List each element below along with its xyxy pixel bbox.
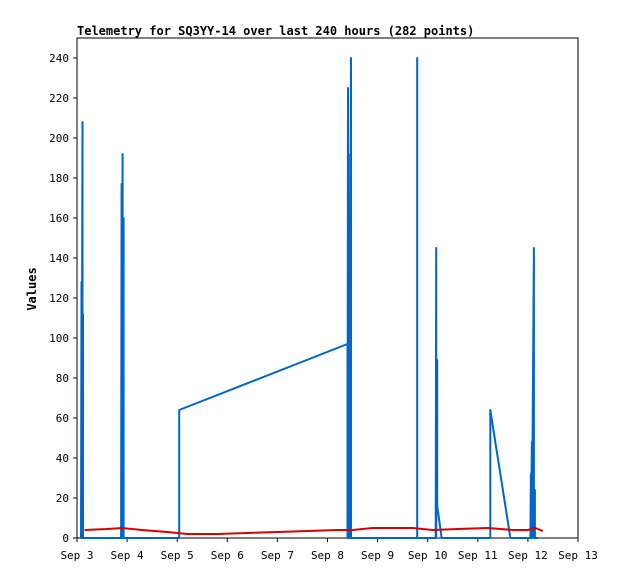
x-tick-label: Sep 7 bbox=[261, 549, 294, 562]
series-line-2 bbox=[84, 527, 544, 535]
y-tick-label: 180 bbox=[49, 172, 69, 185]
y-tick-label: 60 bbox=[56, 412, 69, 425]
series-layer bbox=[80, 57, 544, 539]
x-tick-label: Sep 6 bbox=[211, 549, 244, 562]
y-tick-label: 200 bbox=[49, 132, 69, 145]
y-axis: 0 20 40 60 80 100 120 140 160 180 200 220 240 bbox=[49, 52, 77, 545]
y-tick-label: 20 bbox=[56, 492, 69, 505]
plot-frame bbox=[76, 37, 579, 539]
y-tick-label: 40 bbox=[56, 452, 69, 465]
y-tick-label: 220 bbox=[49, 92, 69, 105]
x-tick-label: Sep 4 bbox=[111, 549, 144, 562]
y-tick-label: 140 bbox=[49, 252, 69, 265]
y-axis-label: Values bbox=[25, 267, 39, 310]
x-tick-label: Sep 11 bbox=[458, 549, 498, 562]
chart-title: Telemetry for SQ3YY-14 over last 240 hou… bbox=[77, 24, 474, 38]
x-tick-label: Sep 10 bbox=[408, 549, 448, 562]
x-tick-label: Sep 8 bbox=[311, 549, 344, 562]
y-tick-label: 0 bbox=[62, 532, 69, 545]
x-axis: Sep 3 Sep 4 Sep 5 Sep 6 Sep 7 Sep 8 Sep 9 Sep 1… bbox=[60, 538, 598, 562]
y-tick-label: 100 bbox=[49, 332, 69, 345]
x-tick-label: Sep 9 bbox=[361, 549, 394, 562]
y-tick-label: 120 bbox=[49, 292, 69, 305]
y-tick-label: 80 bbox=[56, 372, 69, 385]
y-tick-label: 240 bbox=[49, 52, 69, 65]
y-tick-label: 160 bbox=[49, 212, 69, 225]
x-tick-label: Sep 5 bbox=[161, 549, 194, 562]
x-tick-label: Sep 12 bbox=[508, 549, 548, 562]
x-tick-label: Sep 3 bbox=[60, 549, 93, 562]
series-line-1 bbox=[80, 57, 538, 539]
x-tick-label: Sep 13 bbox=[558, 549, 598, 562]
